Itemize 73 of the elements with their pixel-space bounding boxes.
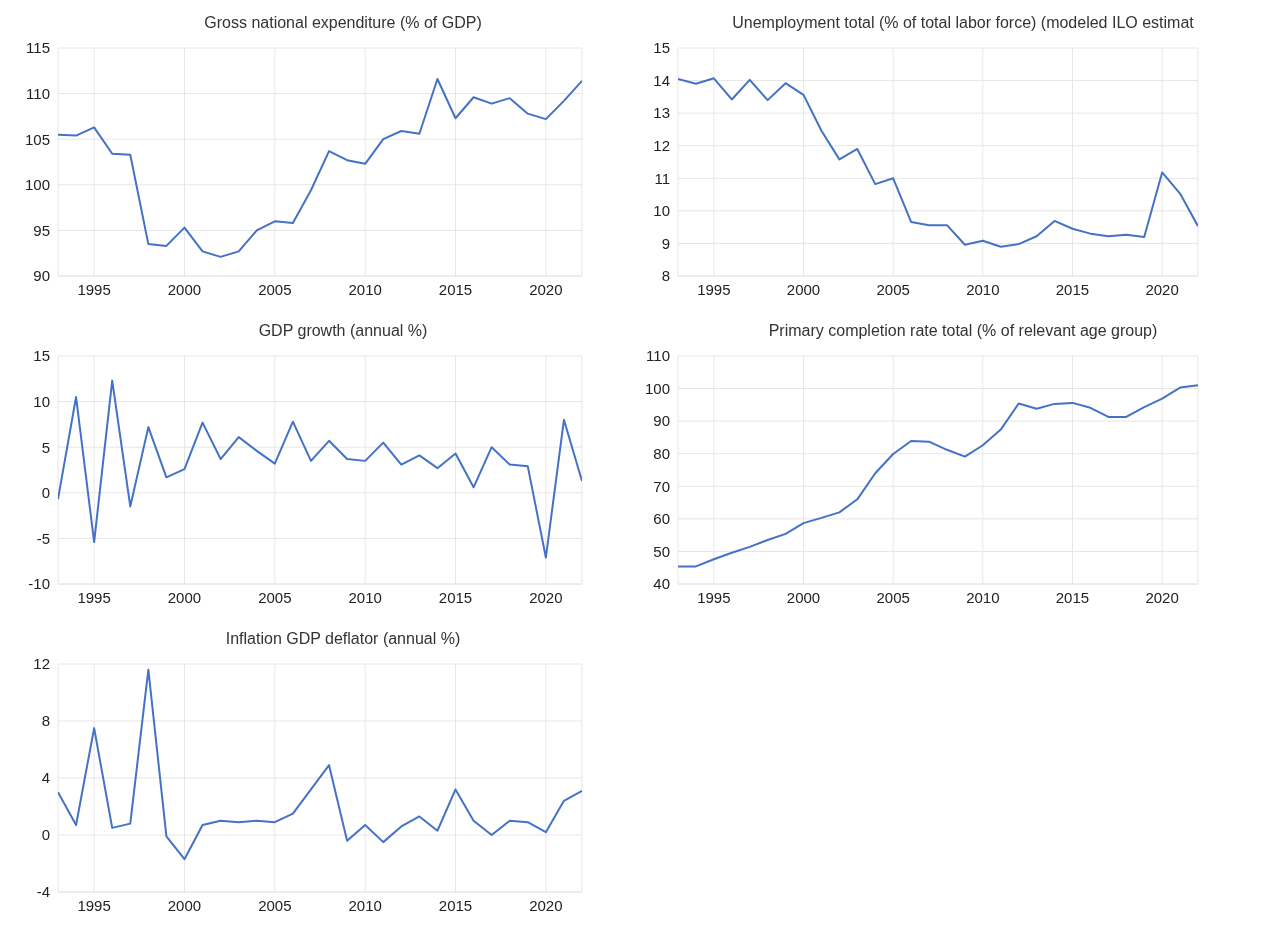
y-tick-label: 105 (24, 130, 50, 148)
x-tick-label: 2005 (876, 588, 910, 606)
chart-title: Inflation GDP deflator (annual %) (224, 629, 462, 649)
x-tick-label: 2015 (438, 588, 473, 606)
y-tick-label: 40 (653, 575, 670, 593)
y-tick-label: 10 (33, 392, 50, 410)
x-tick-label: 1995 (697, 588, 731, 606)
x-tick-label: 2010 (348, 896, 382, 914)
y-tick-label: -10 (28, 575, 50, 593)
x-tick-label: 2000 (167, 896, 202, 914)
x-tick-label: 1995 (77, 896, 111, 914)
x-tick-label: 2000 (167, 280, 202, 298)
y-tick-label: 100 (24, 176, 50, 194)
chart-title: Gross national expenditure (% of GDP) (203, 13, 483, 33)
y-tick-label: 90 (653, 412, 670, 430)
y-tick-label: 0 (41, 826, 50, 844)
y-tick-label: 80 (653, 445, 670, 463)
y-tick-label: 12 (653, 137, 670, 155)
x-tick-label: 2000 (786, 280, 821, 298)
y-tick-label: 13 (653, 104, 670, 122)
x-tick-label: 2020 (1145, 588, 1179, 606)
x-tick-label: 2005 (258, 896, 292, 914)
x-tick-label: 2000 (167, 588, 202, 606)
y-tick-label: 115 (26, 39, 50, 57)
chart-title: Unemployment total (% of total labor force) (modeled ILO estimat (731, 13, 1195, 33)
line-series (678, 77, 1198, 248)
y-tick-label: 8 (661, 267, 670, 285)
x-tick-label: 2015 (438, 896, 473, 914)
x-tick-label: 2020 (529, 588, 563, 606)
x-tick-label: 1995 (77, 588, 111, 606)
y-tick-label: 12 (33, 655, 50, 673)
y-tick-label: 110 (26, 84, 50, 102)
x-tick-label: 2015 (438, 280, 473, 298)
x-tick-label: 2005 (876, 280, 910, 298)
x-tick-label: 2020 (529, 896, 563, 914)
x-tick-label: 2010 (966, 588, 1000, 606)
x-tick-label: 2005 (258, 280, 292, 298)
x-tick-label: 1995 (77, 280, 111, 298)
x-tick-label: 2000 (786, 588, 821, 606)
line-series (58, 379, 582, 559)
y-tick-label: 5 (41, 438, 50, 456)
y-tick-label: 15 (33, 347, 50, 365)
y-tick-label: -4 (36, 883, 50, 901)
y-tick-label: 8 (41, 712, 50, 730)
y-tick-label: 15 (653, 39, 670, 57)
x-tick-label: 2005 (258, 588, 292, 606)
y-tick-label: 100 (644, 379, 670, 397)
x-tick-label: 2010 (348, 280, 382, 298)
x-tick-label: 2010 (966, 280, 1000, 298)
y-tick-label: 4 (41, 769, 50, 787)
chart-title: GDP growth (annual %) (257, 321, 429, 341)
chart-title: Primary completion rate total (% of relevant age group) (767, 321, 1159, 341)
y-tick-label: 9 (661, 234, 670, 252)
y-tick-label: 90 (33, 267, 50, 285)
line-series (58, 78, 582, 258)
line-series (58, 668, 582, 861)
y-tick-label: 50 (653, 542, 670, 560)
x-tick-label: 2015 (1055, 588, 1090, 606)
y-tick-label: 110 (646, 347, 670, 365)
x-tick-label: 2020 (529, 280, 563, 298)
x-tick-label: 2020 (1145, 280, 1179, 298)
x-tick-label: 1995 (697, 280, 731, 298)
y-tick-label: 60 (653, 510, 670, 528)
y-tick-label: 11 (654, 169, 670, 187)
line-series (678, 384, 1198, 568)
y-tick-label: 70 (653, 477, 670, 495)
y-tick-label: 10 (653, 202, 670, 220)
x-tick-label: 2015 (1055, 280, 1090, 298)
y-tick-label: 95 (33, 221, 50, 239)
y-tick-label: 14 (653, 71, 670, 89)
x-tick-label: 2010 (348, 588, 382, 606)
y-tick-label: -5 (36, 529, 50, 547)
y-tick-label: 0 (41, 484, 50, 502)
